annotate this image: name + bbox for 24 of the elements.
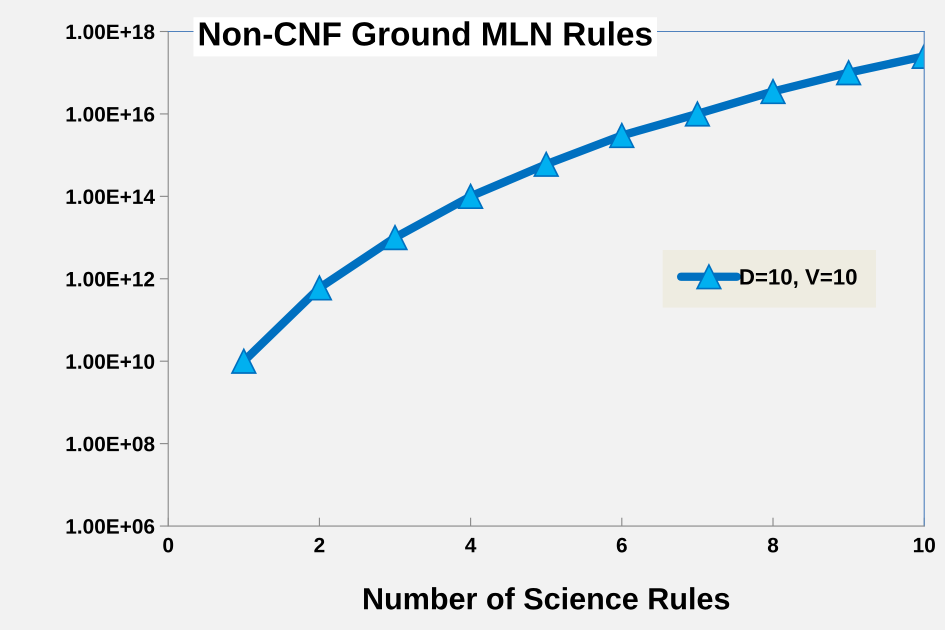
point: [609, 122, 634, 148]
y-tick-label: 1.00E+06: [66, 519, 154, 534]
x-tick-label: 6: [616, 538, 627, 552]
x-axis-title: Number of Science Rules: [364, 587, 730, 610]
point: [458, 184, 484, 209]
y-tick-label: 1.00E+10: [66, 354, 154, 369]
x-tick-label: 4: [465, 538, 476, 552]
point: [382, 224, 408, 250]
chart-title: Non-CNF Ground MLN Rules: [200, 21, 652, 46]
y-tick-label: 1.00E+16: [66, 106, 154, 122]
point: [534, 152, 559, 177]
x-tick-label: 8: [768, 538, 778, 552]
point: [231, 348, 256, 374]
y-tick-label: 1.00E+12: [66, 272, 154, 287]
y-tick-label: 1.00E+08: [66, 436, 154, 452]
x-tick-label: 2: [314, 538, 324, 552]
point: [760, 78, 786, 104]
y-tick-label: 1.00E+18: [66, 24, 154, 40]
point: [836, 60, 862, 86]
x-tick-label: 10: [914, 538, 935, 552]
x-tick-label: 0: [163, 538, 174, 552]
legend-label: D=10, V=10: [740, 269, 857, 288]
y-tick-label: 1.00E+14: [66, 189, 155, 204]
point: [684, 101, 710, 127]
